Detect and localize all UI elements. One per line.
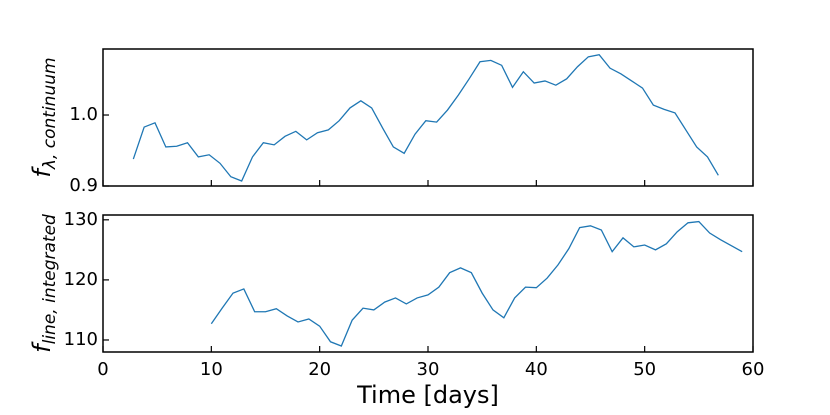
axes-frame: [102, 48, 754, 187]
x-tick-label: 40: [525, 359, 548, 380]
x-tick-label: 0: [97, 359, 108, 380]
x-tick-label: 60: [742, 359, 765, 380]
y-label-subscript: line, integrated: [40, 214, 60, 344]
x-tick-label: 10: [200, 359, 223, 380]
y-tick-label: 130: [64, 209, 98, 230]
y-tick-label: 110: [64, 329, 98, 350]
x-tick-label: 50: [633, 359, 656, 380]
y-axis-label: fline, integrated: [28, 214, 60, 353]
data-line: [210, 220, 743, 347]
y-axis-label: fλ, continuum: [28, 57, 60, 177]
data-line: [132, 53, 719, 182]
x-tick-label: 20: [308, 359, 331, 380]
y-label-subscript: λ, continuum: [40, 57, 60, 170]
y-tick-label: 0.9: [69, 175, 98, 196]
x-axis-label: Time [days]: [356, 381, 499, 409]
y-tick-label: 120: [64, 269, 98, 290]
y-tick-label: 1.0: [69, 104, 98, 125]
x-tick-label: 30: [417, 359, 440, 380]
axes-frame: [102, 214, 754, 353]
